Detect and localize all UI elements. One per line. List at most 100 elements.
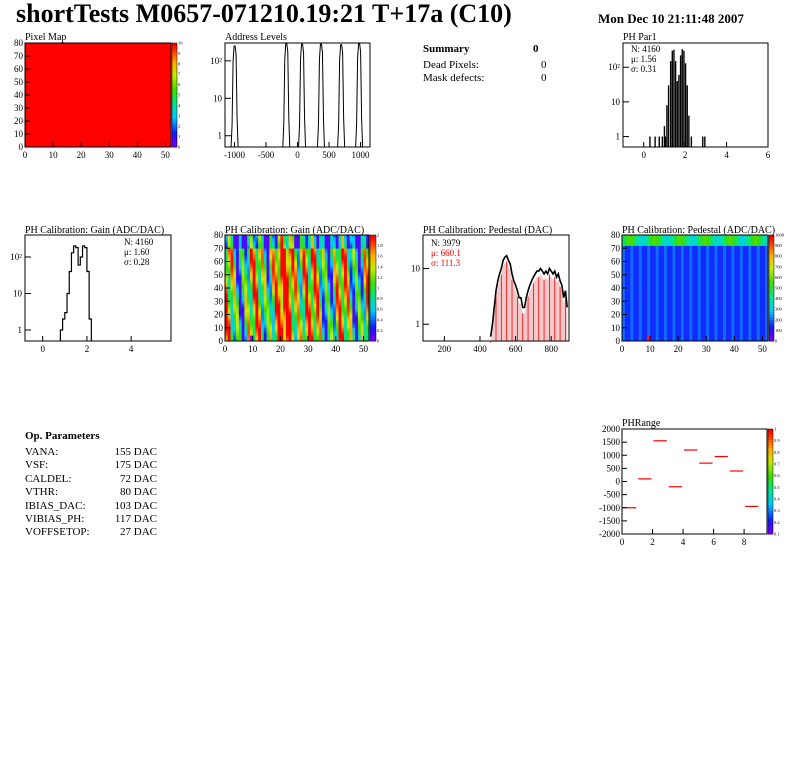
y-tick-label: 80 xyxy=(214,230,224,240)
heatmap-cell xyxy=(255,327,259,331)
heatmap-cell xyxy=(241,322,245,326)
heatmap-cell xyxy=(263,256,267,260)
heatmap-cell xyxy=(638,311,642,315)
heatmap-cell xyxy=(720,285,724,289)
heatmap-cell xyxy=(313,325,317,329)
heatmap-cell xyxy=(711,261,715,265)
color-bar-segment xyxy=(370,253,376,257)
heatmap-cell xyxy=(324,269,328,273)
heatmap-cell xyxy=(366,277,370,281)
heatmap-cell xyxy=(692,272,696,276)
heatmap-cell xyxy=(313,317,317,321)
heatmap-cell xyxy=(697,269,701,273)
heatmap-cell xyxy=(335,264,339,268)
color-bar-segment xyxy=(370,293,376,297)
heatmap-cell xyxy=(227,269,231,273)
heatmap-cell xyxy=(225,330,229,334)
heatmap-cell xyxy=(263,311,267,315)
heatmap-cell xyxy=(341,282,345,286)
heatmap-cell xyxy=(678,303,682,307)
heatmap-cell xyxy=(230,248,234,252)
heatmap-cell xyxy=(261,311,265,315)
heatmap-cell xyxy=(762,277,766,281)
heatmap-cell xyxy=(233,256,237,260)
heatmap-cell xyxy=(272,266,276,270)
heatmap-cell xyxy=(636,319,640,323)
heatmap-cell xyxy=(751,303,755,307)
heatmap-cell xyxy=(352,325,356,329)
heatmap-cell xyxy=(346,256,350,260)
heatmap-cell xyxy=(762,330,766,334)
heatmap-cell xyxy=(363,335,367,339)
heatmap-cell xyxy=(341,338,345,342)
heatmap-cell xyxy=(297,293,301,297)
heatmap-cell xyxy=(714,240,718,244)
heatmap-cell xyxy=(714,335,718,339)
heatmap-cell xyxy=(678,282,682,286)
heatmap-cell xyxy=(233,306,237,310)
heatmap-cell xyxy=(269,256,273,260)
heatmap-cell xyxy=(335,266,339,270)
heatmap-cell xyxy=(233,309,237,313)
heatmap-cell xyxy=(647,330,651,334)
heatmap-cell xyxy=(249,266,253,270)
heatmap-cell xyxy=(280,309,284,313)
heatmap-cell xyxy=(302,317,306,321)
heatmap-cell xyxy=(622,285,626,289)
heatmap-cell xyxy=(338,274,342,278)
heatmap-cell xyxy=(299,280,303,283)
heatmap-cell xyxy=(316,266,320,270)
heatmap-cell xyxy=(305,338,309,342)
heatmap-cell xyxy=(753,272,758,276)
heatmap-cell xyxy=(330,245,334,249)
heatmap-cell xyxy=(297,256,301,260)
heatmap-cell xyxy=(330,298,334,302)
heatmap-cell xyxy=(647,309,651,313)
heatmap-cell xyxy=(630,245,634,249)
heatmap-cell xyxy=(652,282,656,286)
heatmap-cell xyxy=(225,261,229,265)
heatmap-cell xyxy=(655,322,659,326)
heatmap-cell xyxy=(641,309,645,313)
heatmap-cell xyxy=(652,327,656,331)
color-bar-segment xyxy=(769,288,774,292)
heatmap-cell xyxy=(244,303,248,307)
heatmap-cell xyxy=(686,322,690,326)
heatmap-cell xyxy=(363,242,367,246)
heatmap-cell xyxy=(661,282,665,286)
heatmap-cell xyxy=(308,338,312,342)
heatmap-cell xyxy=(357,250,361,254)
heatmap-cell xyxy=(627,253,631,257)
color-bar-segment xyxy=(370,237,376,241)
heatmap-cell xyxy=(711,309,715,313)
heatmap-cell xyxy=(291,248,295,252)
heatmap-cell xyxy=(263,266,267,270)
heatmap-cell xyxy=(742,290,746,294)
heatmap-cell xyxy=(255,322,259,326)
heatmap-cell xyxy=(734,295,738,299)
heatmap-cell xyxy=(324,309,328,313)
heatmap-cell xyxy=(291,333,295,336)
heatmap-cell xyxy=(349,317,353,321)
heatmap-cell xyxy=(274,335,278,339)
heatmap-cell xyxy=(650,319,654,323)
heatmap-cell xyxy=(357,280,361,283)
heatmap-cell xyxy=(683,280,687,283)
heatmap-cell xyxy=(236,325,240,329)
heatmap-cell xyxy=(263,298,267,302)
heatmap-cell xyxy=(335,237,339,241)
heatmap-cell xyxy=(627,235,631,238)
heatmap-cell xyxy=(227,248,231,252)
heatmap-cell xyxy=(227,311,231,315)
heatmap-cell xyxy=(285,317,289,321)
heatmap-cell xyxy=(658,325,662,329)
heatmap-cell xyxy=(299,319,303,323)
heatmap-cell xyxy=(255,319,259,323)
heatmap-cell xyxy=(225,325,229,329)
color-bar-label: 0.4 xyxy=(377,317,383,322)
heatmap-cell xyxy=(302,303,306,307)
heatmap-cell xyxy=(630,335,634,339)
heatmap-cell xyxy=(706,330,710,334)
heatmap-cell xyxy=(725,258,729,262)
heatmap-cell xyxy=(669,325,673,329)
